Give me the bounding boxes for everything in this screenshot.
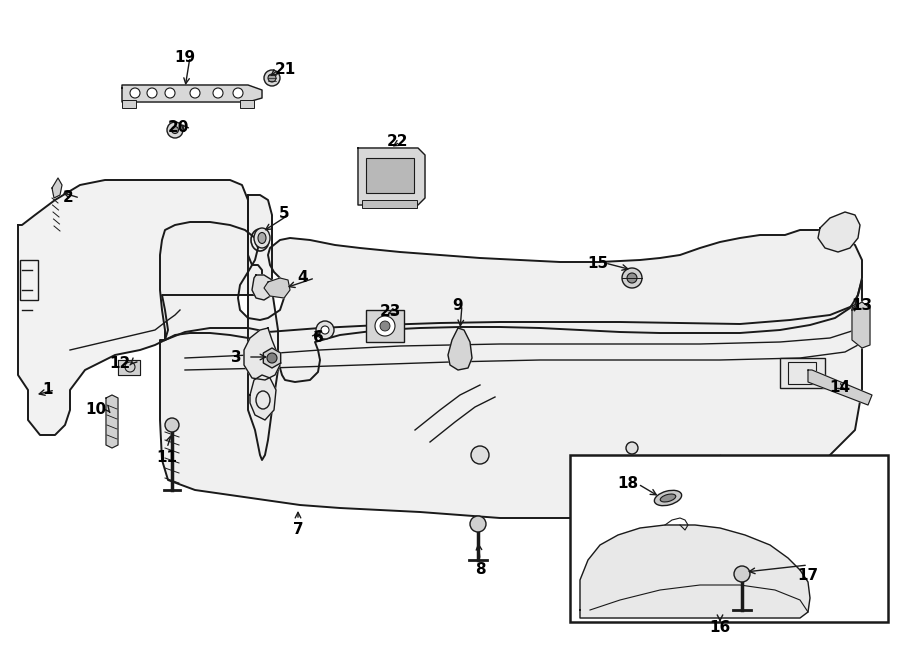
Text: 9: 9 (453, 297, 464, 312)
Bar (20, 260, 38, 300)
Bar (570, 455, 888, 622)
Circle shape (321, 326, 329, 334)
Circle shape (734, 566, 750, 582)
Circle shape (380, 321, 390, 331)
Ellipse shape (254, 228, 270, 248)
Polygon shape (818, 212, 860, 252)
Polygon shape (808, 370, 872, 405)
Polygon shape (122, 85, 262, 102)
Circle shape (627, 273, 637, 283)
Circle shape (264, 70, 280, 86)
Circle shape (233, 88, 243, 98)
Bar (366, 310, 404, 342)
Bar (122, 100, 136, 108)
Circle shape (190, 88, 200, 98)
Circle shape (213, 88, 223, 98)
Bar (362, 200, 417, 208)
Circle shape (165, 88, 175, 98)
Polygon shape (160, 222, 862, 382)
Text: 23: 23 (379, 305, 400, 320)
Polygon shape (106, 395, 118, 448)
Text: 21: 21 (274, 62, 295, 77)
Circle shape (622, 268, 642, 288)
Ellipse shape (661, 494, 676, 502)
Polygon shape (118, 360, 140, 375)
Polygon shape (852, 302, 870, 348)
Circle shape (268, 74, 276, 82)
Text: 17: 17 (797, 567, 819, 583)
Bar (780, 358, 825, 388)
Text: 4: 4 (298, 271, 309, 285)
Text: 22: 22 (386, 134, 408, 150)
Ellipse shape (258, 232, 266, 244)
Text: 20: 20 (167, 120, 189, 136)
Polygon shape (580, 525, 810, 618)
Polygon shape (264, 348, 281, 368)
Polygon shape (244, 328, 280, 380)
Text: 8: 8 (474, 563, 485, 577)
Text: 13: 13 (851, 297, 873, 312)
Ellipse shape (654, 491, 681, 506)
Text: 12: 12 (110, 355, 130, 371)
Circle shape (130, 88, 140, 98)
Text: 7: 7 (292, 522, 303, 538)
Circle shape (470, 516, 486, 532)
Polygon shape (18, 180, 262, 435)
Text: 11: 11 (157, 451, 177, 465)
Polygon shape (252, 275, 272, 300)
Polygon shape (448, 328, 472, 370)
Circle shape (172, 126, 178, 134)
Polygon shape (160, 280, 862, 518)
Text: 5: 5 (279, 207, 289, 222)
Text: 18: 18 (617, 477, 639, 491)
Text: 14: 14 (830, 381, 850, 395)
Circle shape (316, 321, 334, 339)
Circle shape (375, 316, 395, 336)
Text: 1: 1 (43, 383, 53, 397)
Bar (788, 362, 816, 384)
Text: 2: 2 (63, 191, 74, 205)
Text: 16: 16 (709, 620, 731, 636)
Polygon shape (264, 278, 290, 298)
Text: 19: 19 (175, 50, 195, 64)
Text: 10: 10 (86, 402, 106, 418)
Polygon shape (250, 375, 276, 420)
Text: 15: 15 (588, 256, 608, 271)
Circle shape (165, 418, 179, 432)
Circle shape (471, 446, 489, 464)
Circle shape (147, 88, 157, 98)
Polygon shape (52, 178, 62, 198)
Circle shape (167, 122, 183, 138)
Text: 6: 6 (312, 330, 323, 344)
Text: 3: 3 (230, 350, 241, 365)
Polygon shape (248, 195, 278, 460)
Bar (366, 158, 414, 193)
Polygon shape (358, 148, 425, 205)
Circle shape (267, 353, 277, 363)
Bar (240, 100, 254, 108)
Circle shape (626, 442, 638, 454)
